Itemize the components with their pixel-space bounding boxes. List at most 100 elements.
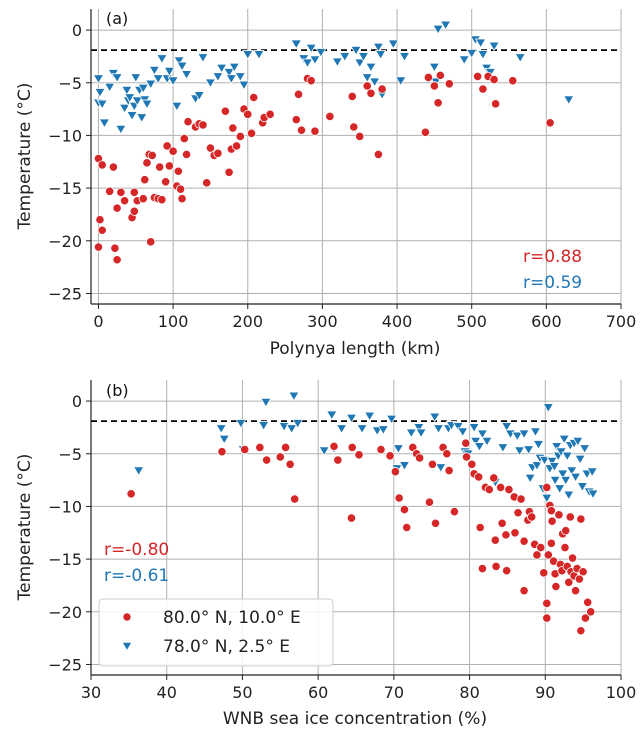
x-tick-label-0: 0 [93,312,103,331]
point-triangle-19 [137,83,149,94]
point-circle-64 [546,538,556,548]
point-circle-16 [138,194,148,204]
point-triangle-40 [481,436,493,447]
point-circle-66 [355,131,365,142]
point-triangle-18 [136,113,148,124]
point-triangle-82 [586,467,598,478]
point-circle-61 [306,76,316,86]
point-triangle-63 [387,39,400,50]
point-circle-0 [93,242,104,252]
point-circle-13 [129,206,139,216]
point-triangle-0 [92,74,105,85]
point-triangle-30 [173,56,185,67]
point-circle-45 [502,566,512,576]
point-circle-25 [430,518,441,528]
point-triangle-3 [96,99,108,110]
x-tick-label-6: 600 [531,312,562,331]
point-circle-82 [508,76,518,86]
point-triangle-5 [257,421,270,431]
point-circle-35 [181,149,192,159]
point-triangle-5 [103,82,116,93]
point-circle-35 [475,522,485,533]
x-tick-label-0: 30 [81,683,101,702]
point-circle-1 [95,215,105,225]
point-triangle-15 [130,73,142,84]
point-triangle-22 [145,79,157,90]
y-tick-label-0: 0 [72,392,82,411]
point-circle-76 [444,79,454,89]
point-circle-88 [583,597,593,607]
point-circle-69 [551,581,561,592]
point-circle-67 [362,81,372,91]
point-triangle-68 [558,434,570,445]
point-triangle-55 [354,58,366,69]
panel-b-legend: 80.0° N, 10.0° E 78.0° N, 2.5° E [98,598,334,667]
point-triangle-6 [260,397,272,408]
point-circle-46 [504,484,514,495]
panel-b-xlabel: WNB sea ice concentration (%) [223,709,487,729]
x-tick-label-2: 50 [232,683,252,702]
point-triangle-71 [466,49,478,59]
panel-a-axes [90,9,621,305]
point-circle-17 [394,493,404,503]
point-circle-61 [542,613,552,623]
point-triangle-56 [538,455,551,466]
point-circle-44 [220,106,230,116]
point-circle-33 [177,194,187,204]
panel-b-ticks: 30 40 50 60 70 80 90 100 0 −5 −10 −15 −20 −25 [48,392,636,702]
point-triangle-47 [518,429,530,440]
point-circle-31 [173,166,183,176]
point-triangle-26 [415,428,427,439]
point-circle-32 [175,184,186,194]
point-triangle-65 [398,52,411,62]
y-tick-label-3: −15 [48,550,82,569]
point-circle-31 [461,452,472,462]
point-triangle-60 [372,42,385,53]
point-triangle-8 [285,424,298,435]
point-triangle-37 [469,436,482,447]
point-triangle-79 [563,95,575,106]
point-circle-57 [291,115,301,125]
point-circle-5 [275,452,285,462]
x-tick-label-3: 60 [308,683,328,702]
point-triangle-37 [212,72,224,82]
point-circle-63 [325,111,335,122]
y-tick-label-5: −25 [48,655,82,674]
point-circle-36 [183,117,193,127]
point-triangle-41 [228,62,241,73]
point-circle-80 [567,553,578,563]
point-triangle-78 [576,482,589,492]
point-circle-8 [112,203,122,213]
point-circle-68 [366,88,376,98]
point-triangle-38 [473,442,486,452]
point-circle-18 [399,504,410,515]
point-circle-77 [473,71,483,82]
panel-a-points [92,20,575,265]
point-circle-52 [519,586,529,596]
point-circle-24 [427,459,438,469]
panel-b-r-blue: r=-0.61 [104,566,169,586]
point-triangle-25 [156,54,168,65]
point-triangle-59 [368,77,381,88]
point-circle-27 [442,449,452,459]
panel-b-r-red: r=-0.80 [104,540,169,560]
point-triangle-2 [218,434,230,445]
point-triangle-83 [587,489,599,500]
panel-a: 0 100 200 300 400 500 600 700 0 −5 −10 −15 −20 −25 (a… [15,9,636,359]
point-triangle-24 [405,428,417,439]
point-triangle-0 [133,466,145,477]
point-triangle-7 [111,73,123,84]
point-triangle-14 [335,424,348,435]
point-triangle-49 [524,473,536,484]
point-circle-70 [377,84,387,94]
point-triangle-77 [574,454,586,465]
x-tick-label-3: 300 [307,312,338,331]
point-triangle-68 [432,24,444,35]
point-circle-38 [484,484,494,495]
point-circle-32 [467,459,477,469]
point-circle-51 [243,109,253,119]
point-circle-29 [168,146,178,156]
point-circle-12 [347,442,357,453]
point-circle-8 [290,494,300,504]
